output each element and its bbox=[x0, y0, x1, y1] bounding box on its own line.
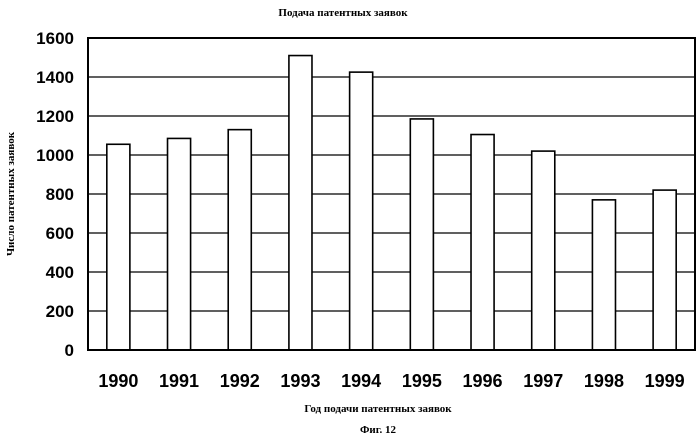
y-tick-label: 800 bbox=[46, 185, 74, 204]
x-tick-label: 1990 bbox=[98, 371, 138, 391]
x-tick-label: 1993 bbox=[280, 371, 320, 391]
bar-1998 bbox=[591, 199, 617, 351]
x-tick-label: 1999 bbox=[645, 371, 685, 391]
x-tick-label: 1997 bbox=[523, 371, 563, 391]
y-tick-labels: 0 200 400 600 800 1000 1200 1400 1600 bbox=[36, 29, 74, 360]
bar-1995 bbox=[409, 118, 435, 351]
x-tick-label: 1995 bbox=[402, 371, 442, 391]
x-tick-label: 1998 bbox=[584, 371, 624, 391]
y-tick-label: 600 bbox=[46, 224, 74, 243]
bar-1994 bbox=[348, 71, 374, 351]
x-tick-label: 1996 bbox=[463, 371, 503, 391]
y-axis-label: Число патентных заявок bbox=[5, 131, 17, 256]
y-tick-label: 1000 bbox=[36, 146, 74, 165]
bar-1997 bbox=[530, 150, 556, 351]
y-tick-label: 0 bbox=[65, 341, 74, 360]
x-tick-label: 1992 bbox=[220, 371, 260, 391]
y-tick-label: 1400 bbox=[36, 68, 74, 87]
x-axis-label: Год подачи патентных заявок bbox=[304, 403, 452, 415]
y-tick-label: 1600 bbox=[36, 29, 74, 48]
figure-caption: Фиг. 12 bbox=[360, 424, 397, 436]
bar-1993 bbox=[288, 54, 313, 351]
bars bbox=[106, 54, 677, 351]
y-tick-label: 200 bbox=[46, 302, 74, 321]
bar-1992 bbox=[227, 128, 253, 351]
x-tick-labels: 1990 1991 1992 1993 1994 1995 1996 1997 1998 1999 bbox=[98, 371, 684, 391]
bar-1999 bbox=[652, 189, 677, 351]
x-tick-label: 1994 bbox=[341, 371, 381, 391]
y-tick-label: 400 bbox=[46, 263, 74, 282]
bar-1990 bbox=[106, 143, 131, 351]
chart-title: Подача патентных заявок bbox=[278, 7, 408, 19]
y-tick-label: 1200 bbox=[36, 107, 74, 126]
x-tick-label: 1991 bbox=[159, 371, 199, 391]
bar-1996 bbox=[470, 133, 495, 351]
plot-frame bbox=[87, 37, 696, 351]
bar-1991 bbox=[166, 137, 192, 351]
